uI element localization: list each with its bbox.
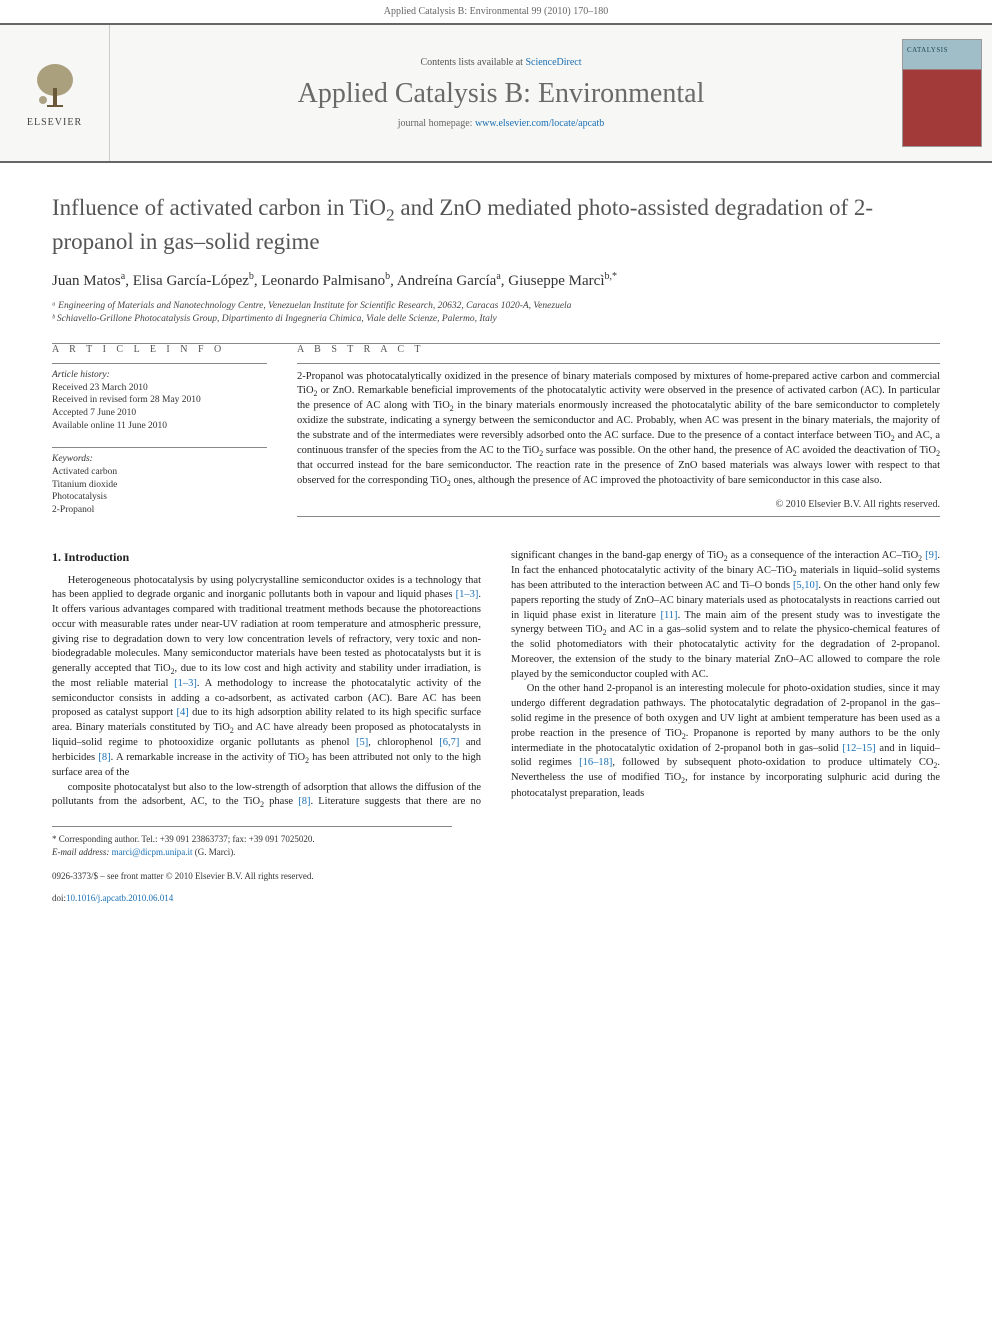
divider: [52, 363, 267, 364]
masthead: ELSEVIER Contents lists available at Sci…: [0, 23, 992, 163]
corresponding-email-line: E-mail address: marci@dicpm.unipa.it (G.…: [52, 846, 452, 859]
reference-link[interactable]: [9]: [925, 550, 937, 561]
body-columns: 1. Introduction Heterogeneous photocatal…: [0, 531, 992, 820]
reference-link[interactable]: [1–3]: [456, 589, 479, 600]
citation-text: Applied Catalysis B: Environmental 99 (2…: [384, 6, 608, 17]
publisher-name: ELSEVIER: [27, 117, 82, 128]
contents-available-line: Contents lists available at ScienceDirec…: [420, 57, 581, 68]
homepage-line: journal homepage: www.elsevier.com/locat…: [398, 118, 605, 129]
reference-link[interactable]: [8]: [98, 752, 110, 763]
doi-line: doi:10.1016/j.apcatb.2010.06.014: [52, 893, 940, 903]
elsevier-tree-icon: [27, 58, 83, 114]
section-number: 1.: [52, 550, 61, 564]
author-list: Juan Matosa, Elisa García-Lópezb, Leonar…: [52, 271, 940, 290]
journal-title: Applied Catalysis B: Environmental: [298, 78, 705, 110]
contents-prefix: Contents lists available at: [420, 57, 525, 68]
footer: * Corresponding author. Tel.: +39 091 23…: [0, 820, 992, 922]
journal-cover-box: [892, 25, 992, 161]
affiliation-list: ᵃ Engineering of Materials and Nanotechn…: [52, 300, 940, 327]
journal-cover-thumbnail: [902, 39, 982, 147]
divider: [297, 363, 940, 364]
abstract-copyright: © 2010 Elsevier B.V. All rights reserved…: [297, 499, 940, 510]
doi-label: doi:: [52, 893, 66, 903]
publisher-logo-box: ELSEVIER: [0, 25, 110, 161]
homepage-prefix: journal homepage:: [398, 118, 475, 129]
abstract-column: A B S T R A C T 2-Propanol was photocata…: [297, 344, 940, 532]
homepage-url[interactable]: www.elsevier.com/locate/apcatb: [475, 118, 604, 129]
section-heading: 1. Introduction: [52, 549, 481, 566]
keywords-block: Keywords: Activated carbonTitanium dioxi…: [52, 454, 267, 517]
doi-link[interactable]: 10.1016/j.apcatb.2010.06.014: [66, 893, 173, 903]
reference-link[interactable]: [11]: [660, 610, 677, 621]
email-label: E-mail address:: [52, 847, 109, 857]
keywords-lines: Activated carbonTitanium dioxidePhotocat…: [52, 466, 267, 517]
body-paragraph: On the other hand 2-propanol is an inter…: [511, 682, 940, 801]
section-title: Introduction: [64, 550, 129, 564]
abstract-text: 2-Propanol was photocatalytically oxidiz…: [297, 370, 940, 490]
reference-link[interactable]: [5,10]: [793, 580, 818, 591]
article-title: Influence of activated carbon in TiO2 an…: [52, 193, 940, 257]
reference-link[interactable]: [12–15]: [842, 743, 875, 754]
body-paragraph: Heterogeneous photocatalysis by using po…: [52, 574, 481, 781]
running-header: Applied Catalysis B: Environmental 99 (2…: [0, 0, 992, 23]
info-abstract-row: A R T I C L E I N F O Article history: R…: [0, 344, 992, 532]
article-history-block: Article history: Received 23 March 2010R…: [52, 370, 267, 433]
article-info-column: A R T I C L E I N F O Article history: R…: [52, 344, 267, 532]
divider: [52, 447, 267, 448]
email-author-name: (G. Marcì).: [195, 847, 236, 857]
reference-link[interactable]: [16–18]: [579, 757, 612, 768]
reference-link[interactable]: [6,7]: [439, 737, 459, 748]
article-info-heading: A R T I C L E I N F O: [52, 344, 267, 355]
history-lines: Received 23 March 2010Received in revise…: [52, 382, 267, 433]
abstract-heading: A B S T R A C T: [297, 344, 940, 355]
email-link[interactable]: marci@dicpm.unipa.it: [112, 847, 193, 857]
reference-link[interactable]: [4]: [176, 707, 188, 718]
reference-link[interactable]: [5]: [356, 737, 368, 748]
keywords-label: Keywords:: [52, 454, 267, 464]
divider: [297, 516, 940, 517]
reference-link[interactable]: [1–3]: [174, 678, 197, 689]
article-header: Influence of activated carbon in TiO2 an…: [0, 163, 992, 343]
masthead-center: Contents lists available at ScienceDirec…: [110, 25, 892, 161]
sciencedirect-link[interactable]: ScienceDirect: [525, 57, 581, 68]
corresponding-author-note: * Corresponding author. Tel.: +39 091 23…: [52, 826, 452, 858]
issn-copyright-line: 0926-3373/$ – see front matter © 2010 El…: [52, 871, 940, 881]
history-label: Article history:: [52, 370, 267, 380]
body-paragraphs: Heterogeneous photocatalysis by using po…: [52, 549, 940, 810]
corresponding-tel-fax: * Corresponding author. Tel.: +39 091 23…: [52, 833, 452, 846]
reference-link[interactable]: [8]: [298, 796, 310, 807]
